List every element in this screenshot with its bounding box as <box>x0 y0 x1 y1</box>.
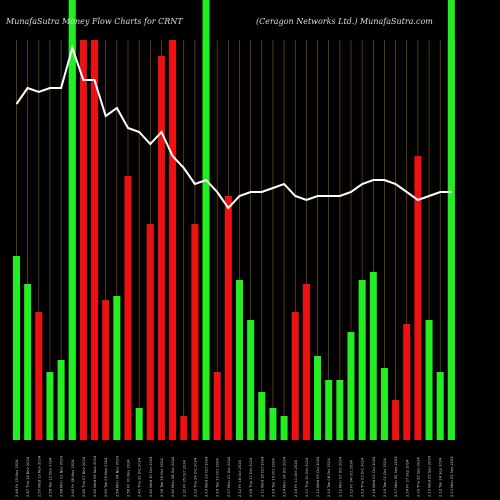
x-tick-label: 2.10 Tue 08 Oct 2024 <box>327 458 331 497</box>
x-tick-label: 2.13 Thu 03 Oct 2024 <box>361 457 365 497</box>
x-tick-label: 2.11 Wed 16 Oct 2024 <box>260 456 264 497</box>
bar <box>202 40 210 440</box>
bar <box>157 56 165 440</box>
x-tick-label: 2.12 Fri 04 Oct 2024 <box>350 460 354 497</box>
chart-subtitle: (Ceragon Networks Ltd.) MunafaSutra.com <box>256 17 433 26</box>
x-tick-label: 2.56 Fri 01 Nov 2024 <box>127 459 131 497</box>
x-tick-label: 2.12 Wed 09 Oct 2024 <box>316 456 320 497</box>
bar <box>392 400 400 440</box>
bar <box>358 280 366 440</box>
x-tick-label: 2.41 Thu 31 Oct 2024 <box>138 457 142 497</box>
chart-bars <box>13 0 455 440</box>
x-tick-label: 2.18 Wed 02 Oct 2024 <box>372 456 376 497</box>
x-tick-label: 2.50 Wed 13 Nov 2024 <box>37 455 41 497</box>
x-tick-label: 2.17 Thu 10 Oct 2024 <box>305 457 309 497</box>
x-tick-label: 2.09 Thu 26 Sep 2024 <box>416 456 420 497</box>
bar <box>369 272 377 440</box>
x-tick-label: 2.14 Tue 22 Oct 2024 <box>216 458 220 497</box>
bar <box>314 356 322 440</box>
x-tick-label: 2.22 Thu 24 Oct 2024 <box>193 457 197 497</box>
x-tick-label: 2.47 Thu 14 Nov 2024 <box>26 456 30 497</box>
x-tick-label: 2.19 Tue 01 Oct 2024 <box>383 458 387 497</box>
bar <box>280 416 288 440</box>
bar <box>146 224 154 440</box>
bar <box>46 372 54 440</box>
x-tick-label: 2.31 Fri 25 Oct 2024 <box>182 460 186 497</box>
x-tick-label: 2.40 Wed 30 Oct 2024 <box>149 456 153 497</box>
x-tick-label: 2.85 Thu 07 Nov 2024 <box>82 456 86 497</box>
x-tick-labels: 2.48 Fri 15 Nov 2024 2.47 Thu 14 Nov 2024… <box>15 455 454 497</box>
x-tick-label: 2.17 Mon 30 Sep 2024 <box>394 456 398 497</box>
x-tick-label: 2.60 Fri 08 Nov 2024 <box>71 459 75 497</box>
bar <box>57 360 65 440</box>
bar <box>213 372 221 440</box>
bar <box>325 380 333 440</box>
bar <box>68 40 76 440</box>
money-flow-line <box>15 44 452 210</box>
x-tick-label: 2.10 Wed 25 Sep 2024 <box>428 455 432 497</box>
bar <box>436 372 444 440</box>
x-tick-label: 2.19 Wed 23 Oct 2024 <box>205 456 209 497</box>
bar <box>135 408 143 440</box>
bar <box>414 156 422 440</box>
x-tick-label: 2.58 Mon 11 Nov 2024 <box>60 455 64 497</box>
bar <box>258 392 266 440</box>
x-tick-label: 2.48 Fri 15 Nov 2024 <box>15 459 19 497</box>
x-tick-label: 2.54 Mon 04 Nov 2024 <box>115 455 119 497</box>
bar <box>113 296 121 440</box>
bar <box>425 320 433 440</box>
bar <box>403 324 411 440</box>
x-tick-label: 2.12 Fri 18 Oct 2024 <box>238 460 242 497</box>
bar <box>247 320 255 440</box>
bar <box>35 312 43 440</box>
x-tick-label: 2.14 Mon 14 Oct 2024 <box>283 456 287 497</box>
x-tick-label: 2.36 Tue 29 Oct 2024 <box>160 458 164 497</box>
x-tick-label: 2.14 Tue 15 Oct 2024 <box>271 458 275 497</box>
bar <box>91 40 99 440</box>
x-tick-label: 2.60 Tue 05 Nov 2024 <box>104 457 108 497</box>
bar <box>336 380 344 440</box>
chart-title: MunafaSutra Money Flow Charts for CRNT <box>5 17 183 26</box>
x-tick-label: 2.56 Tue 12 Nov 2024 <box>48 457 52 497</box>
x-tick-label: 2.06 Thu 17 Oct 2024 <box>249 457 253 497</box>
bar <box>13 256 20 440</box>
bar <box>380 368 388 440</box>
bar <box>191 224 199 440</box>
x-tick-label: 2.12 Tue 24 Sep 2024 <box>439 457 443 497</box>
bar <box>79 40 87 440</box>
bar <box>347 332 355 440</box>
x-tick-label: 2.13 Mon 23 Sep 2024 <box>450 456 454 497</box>
x-tick-label: 2.16 Fri 11 Oct 2024 <box>294 460 298 497</box>
x-tick-label: 2.17 Mon 21 Oct 2024 <box>227 456 231 497</box>
bar <box>180 416 188 440</box>
bar <box>269 408 277 440</box>
bar <box>447 40 455 440</box>
bar <box>302 284 310 440</box>
bar <box>24 284 32 440</box>
bar <box>102 300 110 440</box>
bar <box>124 176 132 440</box>
bar <box>236 280 243 440</box>
bar <box>169 40 177 440</box>
x-tick-label: 2.14 Fri 27 Sep 2024 <box>405 459 409 497</box>
bar <box>291 312 299 440</box>
x-tick-label: 2.60 Wed 06 Nov 2024 <box>93 455 97 497</box>
bar <box>224 196 232 440</box>
x-tick-label: 2.12 Mon 07 Oct 2024 <box>338 456 342 497</box>
x-tick-label: 2.40 Mon 28 Oct 2024 <box>171 456 175 497</box>
